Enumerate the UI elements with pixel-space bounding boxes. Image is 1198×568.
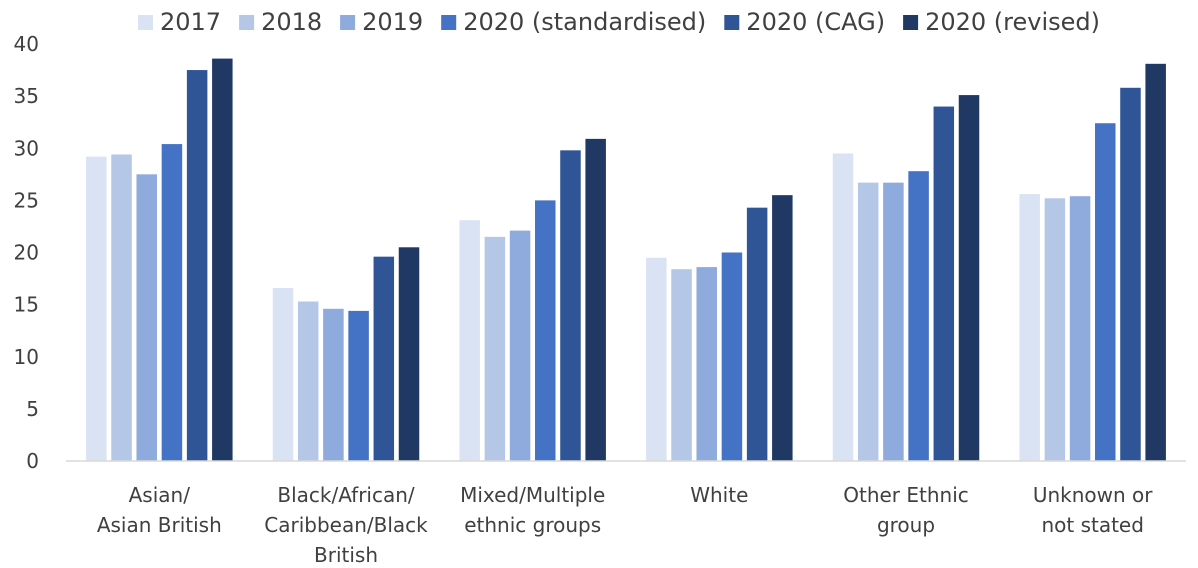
x-category-label-line: White <box>690 483 748 507</box>
bar-2018 <box>671 269 692 461</box>
bar-2020-revised <box>398 247 420 461</box>
bar-2020-standardised <box>908 171 929 461</box>
x-category-label: White <box>690 483 748 507</box>
bar-group <box>459 138 606 462</box>
bar-2020-revised <box>1145 63 1166 462</box>
bar-2018 <box>111 154 132 461</box>
bar-2020-cag <box>1120 87 1141 461</box>
bar-2019 <box>509 230 531 461</box>
bar-group <box>86 58 233 462</box>
legend: 2017 2018 2019 2020 (standardised) 2020 (CAG… <box>138 8 1100 36</box>
legend-item: 2018 <box>239 8 322 36</box>
legend-label: 2020 (CAG) <box>746 8 885 36</box>
bar-2019 <box>883 182 904 461</box>
y-tick-label: 10 <box>14 345 39 369</box>
bar-2020-revised <box>958 95 980 461</box>
bar-2019 <box>323 308 344 461</box>
bar-2017 <box>1019 194 1040 461</box>
bar-2019 <box>696 267 717 461</box>
bar-2020-standardised <box>535 200 556 462</box>
bar-2020-standardised <box>161 144 183 461</box>
legend-swatch <box>724 15 740 30</box>
legend-label: 2020 (standardised) <box>463 8 706 36</box>
x-category-label-line: Asian/ <box>129 483 191 507</box>
bar-2017 <box>459 220 480 461</box>
y-tick-label: 35 <box>14 84 39 108</box>
legend-swatch <box>340 15 356 30</box>
legend-label: 2020 (revised) <box>925 8 1100 36</box>
bar-2018 <box>297 301 319 461</box>
y-tick-label: 25 <box>14 188 39 212</box>
bar-2020-revised <box>772 195 793 461</box>
legend-item: 2020 (CAG) <box>724 8 885 36</box>
bar-2020-standardised <box>1095 123 1116 461</box>
x-category-label: Asian/Asian British <box>97 483 222 537</box>
legend-item: 2020 (revised) <box>903 8 1100 36</box>
y-axis: 0 5 10 15 20 25 30 35 40 <box>14 32 39 473</box>
bar-2019 <box>1069 196 1091 461</box>
y-tick-label: 30 <box>14 136 39 160</box>
x-axis: Asian/Asian British Black/African/Caribbe… <box>97 483 1153 567</box>
bar-group <box>832 95 980 462</box>
bar-2019 <box>136 174 157 461</box>
bar-2020-standardised <box>721 252 743 461</box>
y-tick-label: 20 <box>14 241 39 265</box>
bar-2020-cag <box>186 70 208 461</box>
x-category-label: Other Ethnic group <box>843 483 969 537</box>
legend-swatch <box>138 15 153 30</box>
legend-item: 2019 <box>340 8 423 36</box>
x-category-label-line: Asian British <box>97 513 222 537</box>
x-category-label-line: Caribbean/Black <box>264 513 428 537</box>
y-tick-label: 15 <box>14 293 39 317</box>
bar-group <box>646 195 793 461</box>
x-category-label-line: ethnic groups <box>464 513 601 537</box>
x-category-label-line: Other Ethnic <box>843 483 969 507</box>
y-tick-label: 0 <box>26 449 39 473</box>
bar-2018 <box>484 236 506 461</box>
legend-label: 2017 <box>160 8 221 36</box>
bar-2020-cag <box>746 207 768 461</box>
bar-2017 <box>832 153 854 461</box>
bar-2020-cag <box>560 150 581 461</box>
legend-swatch <box>441 15 457 30</box>
x-category-label-line: Black/African/ <box>277 483 415 507</box>
bar-group <box>1019 63 1166 462</box>
x-category-label-line: British <box>314 543 378 567</box>
legend-swatch <box>903 15 919 30</box>
y-tick-label: 5 <box>26 397 39 421</box>
x-category-label-line: Unknown or <box>1033 483 1153 507</box>
bar-2018 <box>857 182 879 461</box>
legend-label: 2018 <box>261 8 322 36</box>
x-category-label: Unknown or not stated <box>1033 483 1153 537</box>
legend-item: 2020 (standardised) <box>441 8 706 36</box>
bar-2017 <box>86 156 107 461</box>
bar-2020-cag <box>373 256 395 461</box>
legend-swatch <box>239 15 255 30</box>
x-category-label: Mixed/Multiple ethnic groups <box>460 483 605 537</box>
bar-2020-revised <box>212 58 233 462</box>
x-category-label-line: not stated <box>1041 513 1143 537</box>
bar-2017 <box>272 287 294 461</box>
x-category-label-line: Mixed/Multiple <box>460 483 605 507</box>
bar-group <box>272 247 420 461</box>
legend-label: 2019 <box>362 8 423 36</box>
x-category-label-line: group <box>877 513 935 537</box>
bar-2020-cag <box>933 106 955 462</box>
y-tick-label: 40 <box>14 32 39 56</box>
bar-2020-standardised <box>348 310 369 461</box>
bar-2020-revised <box>585 138 606 461</box>
legend-item: 2017 <box>138 8 221 36</box>
bar-2018 <box>1044 198 1066 462</box>
bar-2017 <box>646 257 667 461</box>
x-category-label: Black/African/Caribbean/Black British <box>264 483 428 567</box>
bars <box>86 58 1166 462</box>
